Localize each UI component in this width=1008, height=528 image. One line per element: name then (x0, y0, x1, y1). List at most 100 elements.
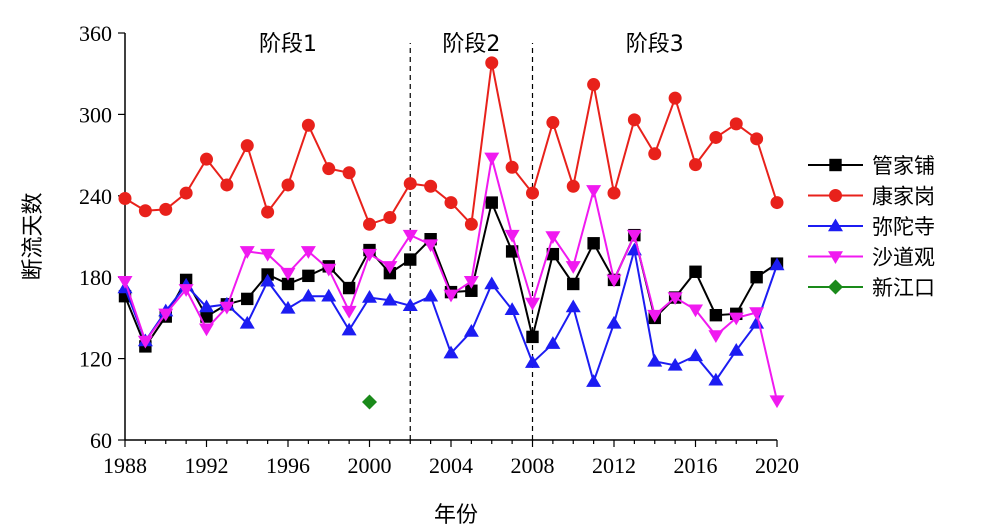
data-point (668, 91, 682, 105)
data-point (402, 229, 418, 243)
series-line (124, 199, 778, 349)
data-point (260, 248, 276, 262)
data-point (606, 315, 622, 329)
legend-entry: 弥陀寺 (808, 215, 935, 239)
series-3 (117, 152, 785, 409)
data-point (648, 147, 662, 161)
data-point (280, 267, 296, 281)
data-point (586, 374, 602, 387)
data-point (526, 186, 539, 200)
data-point (647, 309, 663, 323)
data-point (606, 274, 622, 288)
data-point (281, 178, 295, 192)
data-point (729, 117, 743, 131)
data-point (709, 308, 723, 322)
legend-label: 沙道观 (872, 246, 935, 270)
data-point (179, 186, 193, 200)
legend-entry: 沙道观 (808, 246, 935, 270)
data-point (382, 261, 398, 274)
data-point (159, 202, 173, 216)
x-tick-label: 2020 (755, 453, 799, 478)
data-point (485, 196, 498, 209)
data-point (240, 139, 254, 153)
stage-label: 阶段3 (626, 32, 684, 57)
data-point (362, 290, 377, 303)
data-point (241, 292, 254, 306)
data-point (566, 179, 580, 193)
data-point (667, 357, 683, 371)
data-point (280, 300, 296, 314)
y-axis-title: 断流天数 (21, 192, 46, 280)
data-point (587, 237, 600, 250)
x-tick-label: 1996 (266, 453, 310, 478)
data-point (708, 372, 724, 386)
legend-entry: 管家铺 (808, 154, 935, 178)
legend-entry: 新江口 (808, 276, 935, 300)
data-point (464, 217, 478, 231)
data-point (261, 205, 275, 219)
y-tick-label: 240 (79, 184, 112, 209)
data-point (341, 322, 357, 336)
data-point (302, 269, 315, 283)
data-point (525, 297, 540, 311)
data-point (546, 247, 560, 261)
series-line (124, 249, 778, 386)
data-point (239, 246, 255, 259)
data-point (607, 186, 621, 200)
data-point (485, 56, 499, 70)
y-tick-label: 180 (79, 265, 112, 290)
data-point (300, 246, 316, 259)
data-point (465, 284, 478, 297)
data-point (647, 353, 663, 367)
x-axis-title: 年份 (434, 503, 478, 528)
data-point (382, 292, 398, 306)
legend-label: 管家铺 (872, 154, 935, 178)
data-point (769, 395, 785, 409)
data-point (709, 130, 723, 144)
data-point (526, 330, 539, 344)
data-point (200, 152, 213, 166)
data-point (688, 304, 703, 318)
data-point (587, 78, 601, 92)
x-tick-label: 2012 (592, 453, 636, 478)
data-point (463, 323, 479, 337)
data-point (117, 276, 133, 289)
data-point (363, 217, 376, 231)
series-4 (362, 394, 377, 410)
series-1 (118, 56, 784, 231)
data-point (322, 162, 336, 176)
data-point (443, 289, 459, 303)
data-point (545, 231, 561, 244)
x-tick-label: 1988 (103, 453, 147, 478)
data-point (260, 273, 276, 287)
data-point (525, 355, 540, 368)
stage-label: 阶段2 (442, 32, 500, 57)
data-point (281, 277, 295, 291)
data-point (300, 288, 316, 302)
legend-label: 弥陀寺 (872, 215, 935, 239)
x-tick-label: 2000 (348, 453, 392, 478)
legend-marker (828, 251, 843, 264)
data-point (769, 257, 785, 271)
data-point (689, 265, 702, 278)
data-point (505, 160, 519, 174)
data-point (199, 323, 214, 337)
data-point (403, 177, 417, 191)
legend-entry: 康家岗 (808, 185, 935, 209)
legend-label: 康家岗 (872, 185, 935, 209)
y-tick-label: 300 (79, 102, 112, 127)
data-point (220, 178, 234, 192)
data-point (402, 298, 418, 311)
x-tick-label: 1992 (185, 453, 229, 478)
series-layer (117, 56, 785, 410)
data-point (342, 281, 356, 295)
data-point (750, 271, 763, 284)
data-point (546, 116, 560, 130)
x-tick-label: 2008 (511, 453, 555, 478)
data-point (341, 305, 357, 319)
data-point (484, 276, 500, 290)
data-point (383, 211, 397, 225)
data-point (728, 312, 744, 326)
data-point (626, 229, 642, 243)
y-tick-label: 60 (90, 428, 112, 453)
